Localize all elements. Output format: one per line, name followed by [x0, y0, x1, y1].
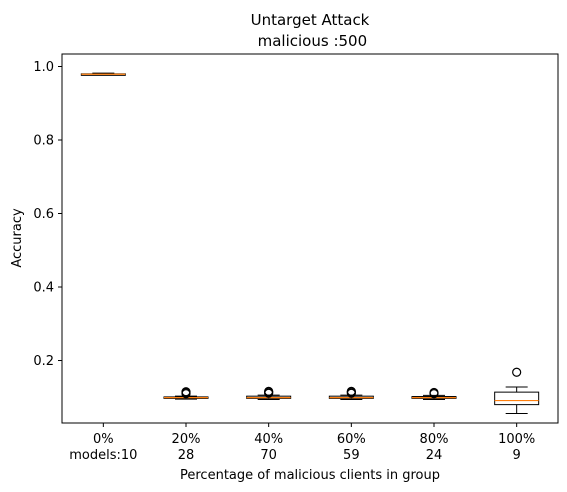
x-tick-label-percent: 40% — [254, 432, 283, 447]
y-tick-label: 0.8 — [33, 134, 54, 149]
outlier-point — [346, 386, 356, 396]
x-tick-label-models: 28 — [178, 448, 195, 463]
outlier-point — [181, 387, 191, 397]
plot-area: 0.2 0.4 0.6 0.8 1.0 0%models:10 20%28 40%70 60%5… — [33, 60, 540, 463]
x-tick-label-models: 59 — [343, 448, 360, 463]
box-iqr — [494, 391, 540, 406]
x-tick-label-percent: 100% — [498, 432, 535, 447]
y-tick-label: 0.4 — [33, 281, 54, 296]
y-tick-label: 0.6 — [33, 207, 54, 222]
outlier-point — [429, 387, 439, 398]
x-tick-label-percent: 20% — [172, 432, 201, 447]
x-axis-label: Percentage of malicious clients in group — [180, 468, 440, 483]
x-tick-label-models: models:10 — [69, 448, 137, 463]
x-tick-label-percent: 60% — [337, 432, 366, 447]
x-tick-label-models: 9 — [513, 448, 521, 463]
outlier-point — [264, 386, 274, 396]
axes-frame — [61, 53, 559, 424]
x-tick-label-models: 70 — [260, 448, 277, 463]
y-axis-label: Accuracy — [10, 208, 25, 268]
y-tick-label: 0.2 — [33, 354, 54, 369]
x-tick-label-percent: 80% — [420, 432, 449, 447]
y-tick-label: 1.0 — [33, 60, 54, 75]
outlier-point — [512, 367, 522, 377]
x-tick-label-models: 24 — [426, 448, 443, 463]
chart-title-line-1: Untarget Attack — [251, 11, 370, 29]
x-tick-label-percent: 0% — [93, 432, 114, 447]
chart-title-line-2: malicious :500 — [253, 32, 367, 50]
